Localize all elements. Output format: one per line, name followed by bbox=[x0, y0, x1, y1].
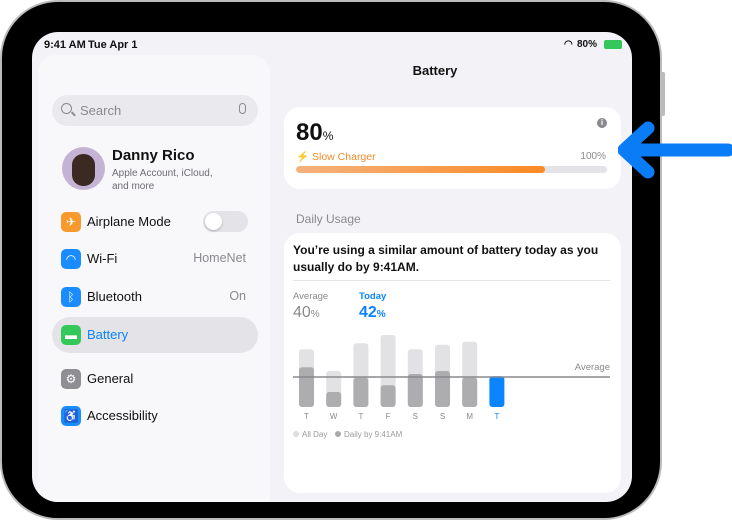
page-title: Battery bbox=[412, 63, 458, 78]
status-date: Tue Apr 1 bbox=[88, 39, 138, 51]
screen: 9:41 AM Tue Apr 1 ◠ 80% Search Danny Ric… bbox=[32, 32, 632, 502]
x-tick-label: S bbox=[440, 412, 445, 421]
legend-daily: Daily by 9:41AM bbox=[335, 430, 402, 439]
x-tick-label: F bbox=[386, 412, 391, 421]
sidebar-item-airplane-mode[interactable]: ✈ Airplane Mode bbox=[52, 204, 258, 240]
max-level: 100% bbox=[580, 151, 606, 162]
battery-charging-icon bbox=[604, 40, 622, 49]
status-battery: 80% bbox=[577, 39, 598, 50]
x-tick-label: S bbox=[413, 412, 418, 421]
search-placeholder: Search bbox=[80, 103, 122, 118]
accessibility-icon: ♿ bbox=[61, 406, 81, 426]
sidebar-item-label: General bbox=[87, 371, 134, 386]
sidebar-item-accessibility[interactable]: ♿ Accessibility bbox=[52, 398, 258, 434]
legend-all-day: All Day bbox=[293, 430, 327, 439]
x-tick-label: W bbox=[330, 412, 338, 421]
airplane-icon: ✈ bbox=[61, 212, 81, 232]
average-line-label: Average bbox=[574, 362, 610, 373]
x-tick-label: T bbox=[494, 412, 499, 421]
search-icon bbox=[61, 103, 72, 114]
divider bbox=[293, 280, 610, 281]
sidebar-item-general[interactable]: ⚙ General bbox=[52, 361, 258, 397]
x-tick-label: T bbox=[358, 412, 363, 421]
section-header-daily-usage: Daily Usage bbox=[296, 212, 361, 226]
bar-daily bbox=[353, 377, 369, 407]
bar-today bbox=[489, 376, 505, 407]
battery-level-card: 80% i ⚡ Slow Charger 100% bbox=[284, 107, 621, 189]
sidebar-item-wifi[interactable]: ◠ Wi-Fi HomeNet bbox=[52, 241, 258, 277]
info-icon[interactable]: i bbox=[597, 118, 607, 128]
sidebar-item-label: Accessibility bbox=[87, 408, 158, 423]
bar-daily bbox=[435, 371, 450, 407]
x-tick-label: M bbox=[466, 412, 473, 421]
sidebar-item-bluetooth[interactable]: ᛒ Bluetooth On bbox=[52, 279, 258, 315]
daily-usage-card: You’re using a similar amount of battery… bbox=[284, 233, 621, 493]
lightning-icon: ⚡ bbox=[296, 151, 310, 163]
bar-daily bbox=[462, 377, 478, 407]
sidebar-item-label: Battery bbox=[87, 327, 129, 342]
bar-daily bbox=[326, 392, 342, 407]
search-input[interactable]: Search bbox=[52, 95, 258, 126]
today-value: 42% bbox=[359, 304, 386, 321]
airplane-mode-toggle[interactable] bbox=[203, 211, 248, 232]
wifi-value: HomeNet bbox=[193, 251, 246, 265]
battery-level: 80% bbox=[296, 119, 334, 146]
sidebar-item-label: Airplane Mode bbox=[87, 214, 171, 229]
microphone-icon[interactable] bbox=[239, 103, 246, 114]
gear-icon: ⚙ bbox=[61, 369, 81, 389]
usage-message: You’re using a similar amount of battery… bbox=[293, 243, 599, 274]
bar-daily bbox=[380, 385, 396, 407]
wifi-icon: ◠ bbox=[61, 249, 81, 269]
charger-status: ⚡ Slow Charger bbox=[296, 151, 376, 163]
sidebar-item-label: Wi-Fi bbox=[87, 251, 118, 266]
wifi-status-icon: ◠ bbox=[564, 39, 573, 50]
bluetooth-value: On bbox=[229, 289, 246, 303]
pointer-arrow-icon bbox=[618, 121, 732, 179]
average-label: Average bbox=[293, 291, 329, 302]
battery-level-fill bbox=[296, 166, 545, 173]
bar-daily bbox=[299, 367, 314, 407]
top-button bbox=[661, 72, 665, 116]
battery-level-bar bbox=[296, 166, 607, 173]
sidebar-item-battery[interactable]: ▬ Battery bbox=[52, 317, 258, 353]
status-time: 9:41 AM bbox=[44, 39, 86, 51]
bar-daily bbox=[407, 374, 423, 407]
today-label: Today bbox=[359, 291, 387, 302]
profile-subtitle: Apple Account, iCloud, and more bbox=[112, 168, 213, 192]
sidebar: Search Danny Rico Apple Account, iCloud,… bbox=[38, 55, 270, 502]
x-tick-label: T bbox=[304, 412, 309, 421]
sidebar-item-label: Bluetooth bbox=[87, 289, 142, 304]
battery-icon: ▬ bbox=[61, 325, 81, 345]
bluetooth-icon: ᛒ bbox=[61, 287, 81, 307]
profile-name: Danny Rico bbox=[112, 147, 195, 164]
average-value: 40% bbox=[293, 304, 320, 321]
avatar bbox=[62, 147, 105, 190]
